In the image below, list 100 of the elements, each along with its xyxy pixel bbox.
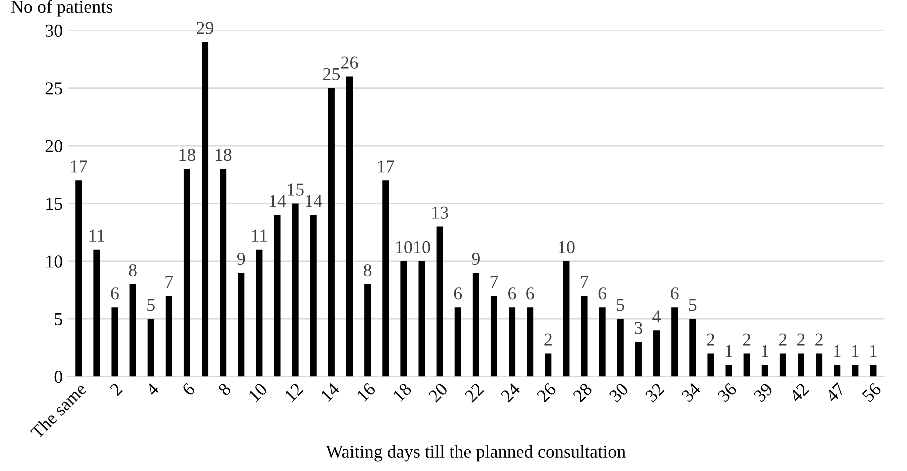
bar xyxy=(112,308,118,377)
data-label: 10 xyxy=(414,241,430,254)
data-label: 18 xyxy=(216,149,232,162)
bar xyxy=(545,354,552,377)
data-label: 2 xyxy=(779,334,787,346)
bar xyxy=(346,76,354,377)
bar xyxy=(400,261,408,377)
y-tick-label: 5 xyxy=(55,314,62,326)
bar xyxy=(238,272,245,377)
bar xyxy=(563,261,570,377)
data-label: 3 xyxy=(635,322,643,334)
bar xyxy=(130,284,136,377)
data-label: 15 xyxy=(288,184,304,196)
bar xyxy=(292,204,299,377)
bar xyxy=(454,308,462,377)
bar xyxy=(274,215,281,377)
bar xyxy=(599,308,606,377)
data-label: 25 xyxy=(323,68,340,80)
bar xyxy=(328,88,335,377)
bar xyxy=(310,215,317,377)
bar xyxy=(798,354,804,377)
x-tick-label: 12 xyxy=(284,382,304,402)
bar xyxy=(148,319,154,377)
data-label: 6 xyxy=(111,288,119,300)
data-label: 9 xyxy=(472,252,480,266)
data-label: 6 xyxy=(526,288,534,300)
bar xyxy=(617,319,624,377)
data-label: 1 xyxy=(834,345,841,358)
x-tick-label: 18 xyxy=(392,382,412,402)
bar xyxy=(490,296,498,377)
data-label: 13 xyxy=(432,206,448,219)
x-tick-label: 16 xyxy=(356,382,376,402)
y-tick-label: 0 xyxy=(54,371,62,384)
bar xyxy=(870,365,877,377)
data-label: 17 xyxy=(378,160,394,173)
bar xyxy=(744,354,750,377)
data-label: 9 xyxy=(237,252,246,266)
data-label: 5 xyxy=(689,299,697,312)
y-tick-label: 25 xyxy=(46,82,62,95)
bar xyxy=(852,365,859,377)
bar xyxy=(527,308,534,377)
y-axis-title: No of patients xyxy=(11,0,113,17)
x-tick-label: 8 xyxy=(218,382,232,397)
x-tick-label: 42 xyxy=(789,382,810,404)
data-label: 2 xyxy=(743,334,751,346)
data-label: 8 xyxy=(364,264,372,277)
x-tick-label: 56 xyxy=(862,382,882,403)
bar xyxy=(762,365,768,377)
bar xyxy=(635,342,642,377)
y-tick-label: 20 xyxy=(46,140,62,152)
x-tick-label: The same xyxy=(30,382,88,440)
bar xyxy=(166,296,172,377)
data-label: 14 xyxy=(306,195,322,208)
data-label: 11 xyxy=(90,230,105,242)
data-label: 1 xyxy=(726,345,732,358)
bar xyxy=(436,226,444,377)
bar xyxy=(472,272,480,377)
data-label: 2 xyxy=(544,334,552,346)
data-label: 7 xyxy=(581,276,589,288)
x-tick-label: 36 xyxy=(717,382,738,403)
x-tick-label: 10 xyxy=(248,382,268,402)
x-tick-label: 22 xyxy=(464,382,484,403)
data-label: 8 xyxy=(129,264,137,277)
data-label: 6 xyxy=(671,288,679,300)
bar xyxy=(509,308,516,377)
x-tick-label: 4 xyxy=(145,382,160,397)
data-label: 10 xyxy=(559,241,575,254)
data-label: 1 xyxy=(852,345,859,358)
bar xyxy=(220,169,227,377)
x-tick-label: 34 xyxy=(681,382,702,403)
data-label: 17 xyxy=(71,160,88,173)
x-tick-label: 26 xyxy=(536,382,558,403)
data-label: 6 xyxy=(454,288,462,300)
bar xyxy=(256,250,263,377)
bar xyxy=(76,180,82,377)
bar xyxy=(581,296,588,377)
bar xyxy=(708,354,714,377)
y-tick-label: 10 xyxy=(46,256,62,268)
bar xyxy=(364,284,372,377)
x-tick-label: 14 xyxy=(320,382,340,402)
x-tick-label: 30 xyxy=(608,382,630,403)
data-label: 11 xyxy=(252,230,268,242)
bar xyxy=(816,354,823,377)
x-tick-label: 39 xyxy=(753,382,774,403)
data-label: 7 xyxy=(166,276,174,288)
data-label: 6 xyxy=(598,288,607,300)
data-label: 2 xyxy=(816,334,823,346)
data-label: 2 xyxy=(798,334,805,346)
data-label: 10 xyxy=(396,241,412,254)
bar xyxy=(654,330,660,377)
data-label: 18 xyxy=(180,149,196,162)
x-tick-label: 32 xyxy=(645,382,666,403)
data-label: 5 xyxy=(617,299,624,312)
bar xyxy=(780,354,786,377)
x-tick-label: 6 xyxy=(182,382,196,396)
bar xyxy=(94,250,100,377)
x-tick-label: 2 xyxy=(110,382,124,396)
x-tick-label: 24 xyxy=(500,382,521,403)
data-label: 1 xyxy=(762,345,769,358)
data-label: 29 xyxy=(197,22,214,34)
